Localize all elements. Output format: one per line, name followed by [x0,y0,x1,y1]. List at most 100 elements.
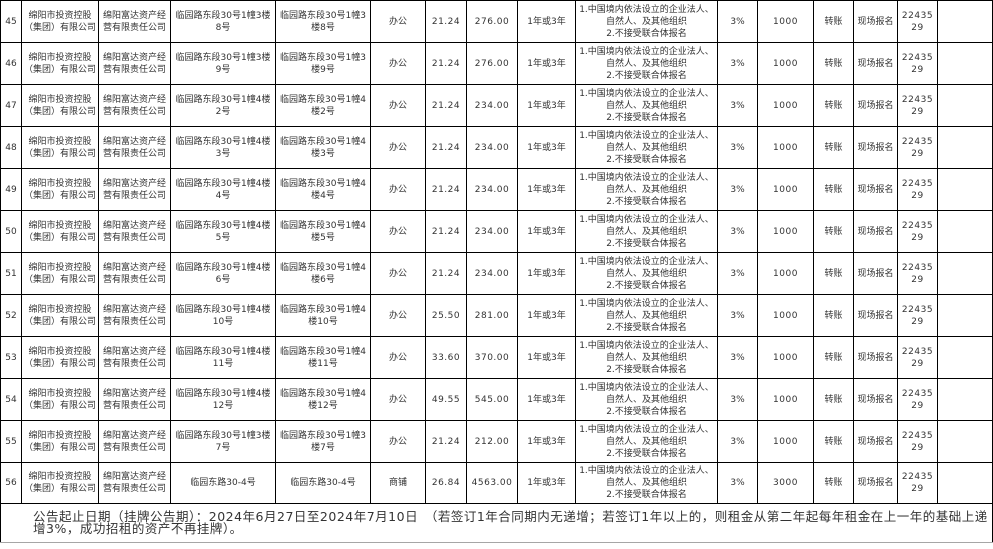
cell-asset-name: 临园路东段30号1幢4楼11号 [170,336,276,379]
cell-increase-rate: 3% [717,420,758,463]
cell-asset-location: 临园路东段30号1幢4楼3号 [275,126,371,169]
cell-contact-phone: 2243529 [897,294,938,337]
cell-payment-method: 转账 [813,462,854,504]
cell-deposit: 1000 [757,420,814,463]
cell-extra [937,126,993,169]
cell-rent: 281.00 [466,294,518,337]
cell-rent: 370.00 [466,336,518,379]
cell-extra [937,168,993,211]
cell-contact-phone: 2243529 [897,336,938,379]
cell-usage-type: 办公 [370,42,426,85]
cell-serial-number: 51 [0,252,22,295]
requirement-line-1: 1.中国境内依法设立的企业法人、自然人、及其他组织 [579,130,714,153]
cell-usage-type: 办公 [370,294,426,337]
cell-payment-method: 转账 [813,210,854,253]
cell-operator-company: 绵阳富达资产经营有限责任公司 [98,42,171,85]
cell-deposit: 1000 [757,210,814,253]
cell-owner-company: 绵阳市投资控股（集团）有限公司 [21,84,99,127]
cell-payment-method: 转账 [813,420,854,463]
cell-bidder-requirements: 1.中国境内依法设立的企业法人、自然人、及其他组织 2.不接受联合体报名 [575,210,718,253]
cell-lease-term: 1年或3年 [517,420,576,463]
cell-deposit: 1000 [757,0,814,43]
cell-asset-name: 临园路东段30号1幢4楼2号 [170,84,276,127]
cell-rent: 545.00 [466,378,518,421]
cell-asset-name: 临园路东段30号1幢4楼3号 [170,126,276,169]
cell-bidder-requirements: 1.中国境内依法设立的企业法人、自然人、及其他组织 2.不接受联合体报名 [575,0,718,43]
cell-asset-name: 临园路东段30号1幢3楼7号 [170,420,276,463]
cell-usage-type: 商铺 [370,462,426,504]
cell-deposit: 1000 [757,336,814,379]
cell-extra [937,42,993,85]
cell-deposit: 1000 [757,84,814,127]
cell-lease-term: 1年或3年 [517,126,576,169]
cell-serial-number: 54 [0,378,22,421]
cell-area: 21.24 [425,84,467,127]
cell-asset-name: 临园路东段30号1幢4楼10号 [170,294,276,337]
cell-operator-company: 绵阳富达资产经营有限责任公司 [98,252,171,295]
cell-contact-phone: 2243529 [897,126,938,169]
cell-asset-location: 临园东路30-4号 [275,462,371,504]
cell-area: 21.24 [425,252,467,295]
cell-bidder-requirements: 1.中国境内依法设立的企业法人、自然人、及其他组织 2.不接受联合体报名 [575,252,718,295]
cell-asset-name: 临园路东段30号1幢4楼4号 [170,168,276,211]
cell-payment-method: 转账 [813,42,854,85]
cell-contact-phone: 2243529 [897,210,938,253]
cell-rent: 234.00 [466,168,518,211]
cell-area: 26.84 [425,462,467,504]
cell-signup-method: 现场报名 [853,42,898,85]
cell-asset-name: 临园东路30-4号 [170,462,276,504]
cell-serial-number: 55 [0,420,22,463]
table-footer-row: 公告起止日期（挂牌公告期）：2024年6月27日至2024年7月10日 （若签订… [0,503,993,543]
cell-rent: 234.00 [466,84,518,127]
cell-rent: 212.00 [466,420,518,463]
cell-asset-location: 临园路东段30号1幢3楼8号 [275,0,371,43]
cell-area: 21.24 [425,210,467,253]
cell-lease-term: 1年或3年 [517,378,576,421]
requirement-line-1: 1.中国境内依法设立的企业法人、自然人、及其他组织 [579,382,714,405]
cell-contact-phone: 2243529 [897,168,938,211]
requirement-line-1: 1.中国境内依法设立的企业法人、自然人、及其他组织 [579,340,714,363]
cell-deposit: 1000 [757,378,814,421]
cell-owner-company: 绵阳市投资控股（集团）有限公司 [21,378,99,421]
cell-operator-company: 绵阳富达资产经营有限责任公司 [98,126,171,169]
requirement-line-1: 1.中国境内依法设立的企业法人、自然人、及其他组织 [579,172,714,195]
cell-increase-rate: 3% [717,0,758,43]
cell-usage-type: 办公 [370,168,426,211]
cell-serial-number: 52 [0,294,22,337]
cell-extra [937,420,993,463]
cell-rent: 4563.00 [466,462,518,504]
cell-area: 21.24 [425,0,467,43]
cell-bidder-requirements: 1.中国境内依法设立的企业法人、自然人、及其他组织 2.不接受联合体报名 [575,462,718,504]
cell-asset-location: 临园路东段30号1幢4楼10号 [275,294,371,337]
cell-lease-term: 1年或3年 [517,294,576,337]
table-row: 54 绵阳市投资控股（集团）有限公司 绵阳富达资产经营有限责任公司 临园路东段3… [0,378,993,421]
cell-extra [937,210,993,253]
cell-increase-rate: 3% [717,126,758,169]
table-row: 46 绵阳市投资控股（集团）有限公司 绵阳富达资产经营有限责任公司 临园路东段3… [0,42,993,85]
cell-owner-company: 绵阳市投资控股（集团）有限公司 [21,168,99,211]
cell-lease-term: 1年或3年 [517,0,576,43]
cell-increase-rate: 3% [717,210,758,253]
cell-owner-company: 绵阳市投资控股（集团）有限公司 [21,0,99,43]
cell-bidder-requirements: 1.中国境内依法设立的企业法人、自然人、及其他组织 2.不接受联合体报名 [575,126,718,169]
cell-asset-name: 临园路东段30号1幢4楼12号 [170,378,276,421]
cell-asset-location: 临园路东段30号1幢4楼6号 [275,252,371,295]
cell-asset-name: 临园路东段30号1幢4楼5号 [170,210,276,253]
cell-extra [937,84,993,127]
cell-payment-method: 转账 [813,168,854,211]
cell-rent: 234.00 [466,126,518,169]
cell-extra [937,378,993,421]
requirement-line-2: 2.不接受联合体报名 [606,112,687,123]
cell-lease-term: 1年或3年 [517,42,576,85]
cell-signup-method: 现场报名 [853,294,898,337]
cell-deposit: 1000 [757,294,814,337]
cell-rent: 234.00 [466,252,518,295]
cell-usage-type: 办公 [370,0,426,43]
cell-area: 25.50 [425,294,467,337]
table-row: 56 绵阳市投资控股（集团）有限公司 绵阳富达资产经营有限责任公司 临园东路30… [0,462,993,504]
cell-bidder-requirements: 1.中国境内依法设立的企业法人、自然人、及其他组织 2.不接受联合体报名 [575,420,718,463]
requirement-line-1: 1.中国境内依法设立的企业法人、自然人、及其他组织 [579,424,714,447]
cell-usage-type: 办公 [370,420,426,463]
requirement-line-2: 2.不接受联合体报名 [606,364,687,375]
cell-contact-phone: 2243529 [897,252,938,295]
